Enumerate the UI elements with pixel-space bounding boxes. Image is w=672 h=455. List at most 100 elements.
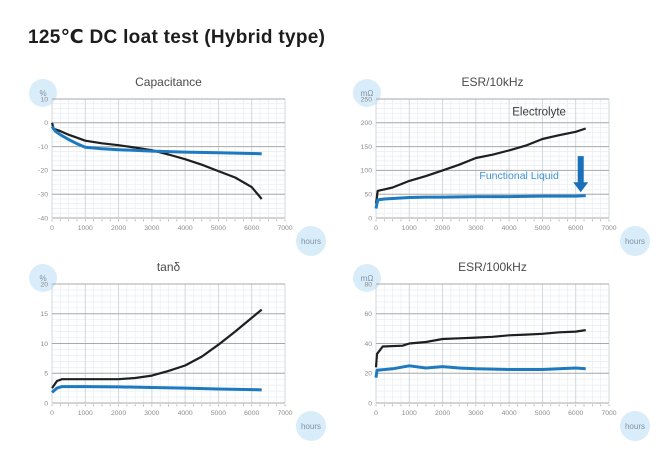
svg-text:3000: 3000 xyxy=(144,410,159,417)
y-unit-label: % xyxy=(39,88,47,98)
svg-text:0: 0 xyxy=(44,120,48,127)
series-line-functional-liquid xyxy=(374,194,586,209)
series-line-functional-liquid xyxy=(51,385,262,394)
series-line-electrolyte xyxy=(374,127,587,204)
svg-text:3000: 3000 xyxy=(468,410,483,417)
x-axis-labels: 0 1000 2000 3000 4000 5000 6000 7000 xyxy=(374,225,617,232)
series-line-electrolyte xyxy=(374,329,586,368)
x-axis-ticks xyxy=(51,404,286,407)
series-line-electrolyte xyxy=(51,308,263,389)
svg-text:-30: -30 xyxy=(38,192,48,199)
svg-text:20: 20 xyxy=(40,281,48,288)
svg-text:50: 50 xyxy=(364,192,372,199)
svg-text:150: 150 xyxy=(361,144,373,151)
svg-text:5000: 5000 xyxy=(211,410,226,417)
chart-plot: 0 1000 2000 3000 4000 5000 6000 7000 250 200 150 10… xyxy=(361,96,617,232)
svg-text:10: 10 xyxy=(40,96,48,103)
svg-text:7000: 7000 xyxy=(277,410,292,417)
y-axis-labels: 20 15 10 5 0 xyxy=(40,281,48,407)
y-axis-labels: 250 200 150 100 50 0 xyxy=(361,96,373,222)
svg-text:6000: 6000 xyxy=(244,410,259,417)
svg-text:6000: 6000 xyxy=(568,225,583,232)
svg-text:5000: 5000 xyxy=(535,225,550,232)
grid-minor xyxy=(51,98,286,219)
x-unit-bubble: hours xyxy=(620,226,650,256)
svg-text:3000: 3000 xyxy=(144,225,159,232)
x-unit-bubble: hours xyxy=(296,226,326,256)
svg-text:5: 5 xyxy=(44,371,48,378)
svg-text:4000: 4000 xyxy=(502,410,517,417)
x-axis-labels: 0 1000 2000 3000 4000 5000 6000 7000 xyxy=(374,410,617,417)
x-unit-label: hours xyxy=(300,236,321,246)
x-axis-ticks xyxy=(51,219,286,222)
svg-text:2000: 2000 xyxy=(111,410,126,417)
svg-text:4000: 4000 xyxy=(178,225,193,232)
svg-text:20: 20 xyxy=(364,371,372,378)
x-axis-labels: 0 1000 2000 3000 4000 5000 6000 7000 xyxy=(50,225,293,232)
svg-text:0: 0 xyxy=(368,215,372,222)
svg-text:10: 10 xyxy=(40,341,48,348)
svg-text:200: 200 xyxy=(361,120,373,127)
grid-major-horizontal xyxy=(52,98,285,219)
series-line-functional-liquid xyxy=(50,125,262,156)
svg-text:-10: -10 xyxy=(38,144,48,151)
svg-text:1000: 1000 xyxy=(78,410,93,417)
series-label: Electrolyte xyxy=(512,107,566,119)
svg-text:6000: 6000 xyxy=(244,225,259,232)
series-line-functional-liquid xyxy=(374,364,586,378)
svg-text:0: 0 xyxy=(50,410,54,417)
svg-text:0: 0 xyxy=(44,400,48,407)
svg-text:-20: -20 xyxy=(38,168,48,175)
x-unit-bubble: hours xyxy=(296,411,326,441)
y-axis-labels: 80 60 40 20 0 xyxy=(364,281,372,407)
svg-text:60: 60 xyxy=(364,311,372,318)
y-unit-label: mΩ xyxy=(360,273,374,283)
x-axis-ticks xyxy=(375,219,610,222)
chart-panel-esr-100khz: ESR/100kHz mΩ hours 0 1000 2000 3000 4000 500… xyxy=(344,253,656,441)
svg-text:2000: 2000 xyxy=(111,225,126,232)
svg-text:2000: 2000 xyxy=(435,410,450,417)
grid-major-horizontal xyxy=(52,283,285,404)
series-label: Functional Liquid xyxy=(479,170,559,182)
y-unit-label: % xyxy=(39,273,47,283)
y-unit-label: mΩ xyxy=(360,88,374,98)
svg-text:7000: 7000 xyxy=(277,225,292,232)
svg-text:0: 0 xyxy=(368,400,372,407)
svg-text:1000: 1000 xyxy=(402,225,417,232)
chart-panel-capacitance: Capacitance % hours 0 1000 2000 3000 4000 500… xyxy=(20,68,332,256)
svg-text:5000: 5000 xyxy=(211,225,226,232)
page-title: 125℃ DC loat test (Hybrid type) xyxy=(28,27,326,48)
svg-text:4000: 4000 xyxy=(178,410,193,417)
chart-plot: 0 1000 2000 3000 4000 5000 6000 7000 10 0 -10 -20 -3… xyxy=(38,96,293,232)
down-arrow-icon xyxy=(573,156,589,193)
svg-text:1000: 1000 xyxy=(78,225,93,232)
svg-text:3000: 3000 xyxy=(468,225,483,232)
svg-text:100: 100 xyxy=(361,168,373,175)
svg-text:80: 80 xyxy=(364,281,372,288)
svg-text:0: 0 xyxy=(50,225,54,232)
chart-plot: 0 1000 2000 3000 4000 5000 6000 7000 80 60 40 20 0 xyxy=(364,281,617,417)
svg-text:0: 0 xyxy=(374,410,378,417)
y-unit-bubble: % xyxy=(29,79,57,107)
grid-major-horizontal xyxy=(376,98,609,219)
chart-title: Capacitance xyxy=(135,75,202,89)
svg-text:7000: 7000 xyxy=(601,225,616,232)
x-unit-label: hours xyxy=(624,236,645,246)
x-unit-bubble: hours xyxy=(620,411,650,441)
chart-title: ESR/10kHz xyxy=(461,75,524,89)
x-unit-label: hours xyxy=(300,421,321,431)
svg-text:-40: -40 xyxy=(38,215,48,222)
x-unit-label: hours xyxy=(624,421,645,431)
svg-text:4000: 4000 xyxy=(502,225,517,232)
y-axis-labels: 10 0 -10 -20 -30 -40 xyxy=(38,96,48,222)
chart-panel-tan-delta: tanδ % hours 0 1000 2000 3000 4000 5000 6000 70… xyxy=(20,253,332,441)
svg-text:40: 40 xyxy=(364,341,372,348)
svg-text:2000: 2000 xyxy=(435,225,450,232)
svg-text:1000: 1000 xyxy=(402,410,417,417)
chart-title: ESR/100kHz xyxy=(458,260,527,274)
svg-text:6000: 6000 xyxy=(568,410,583,417)
svg-text:250: 250 xyxy=(361,96,373,103)
grid-minor xyxy=(375,98,610,219)
svg-text:7000: 7000 xyxy=(601,410,616,417)
chart-panel-esr-10khz: ESR/10kHz mΩ hours 0 1000 2000 3000 4000 5000… xyxy=(344,68,656,256)
